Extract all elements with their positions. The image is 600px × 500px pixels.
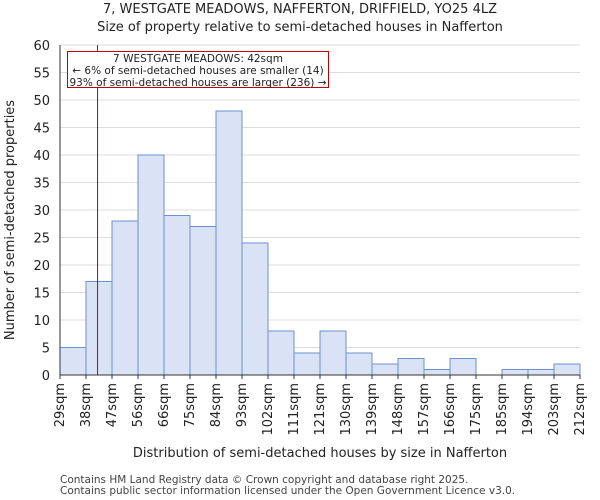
x-tick-label: 130sqm: [339, 383, 354, 436]
y-tick-label: 50: [33, 94, 50, 109]
y-tick-label: 25: [33, 232, 50, 247]
y-tick-label: 55: [33, 67, 50, 82]
x-tick-label: 148sqm: [391, 383, 406, 436]
histogram-bar: [371, 363, 399, 376]
annotation-line-2: ← 6% of semi-detached houses are smaller…: [72, 65, 324, 77]
y-tick-label: 30: [33, 204, 50, 219]
histogram-bar: [189, 226, 217, 376]
x-tick-label: 93sqm: [235, 383, 250, 427]
x-axis-label: Distribution of semi-detached houses by …: [133, 446, 507, 461]
x-tick-label: 212sqm: [573, 383, 588, 436]
x-tick-label: 29sqm: [53, 383, 68, 427]
histogram-bar: [59, 347, 87, 376]
x-tick-label: 175sqm: [469, 383, 484, 436]
x-tick-label: 84sqm: [209, 383, 224, 427]
x-tick-label: 139sqm: [365, 383, 380, 436]
y-tick-label: 40: [33, 149, 50, 164]
y-tick-label: 45: [33, 122, 50, 137]
histogram-bar: [163, 215, 191, 376]
histogram-bar: [345, 352, 373, 376]
y-tick-label: 20: [33, 259, 50, 274]
histogram-bar: [319, 330, 347, 376]
x-tick-label: 66sqm: [157, 383, 172, 427]
histogram-bar: [85, 281, 113, 376]
x-tick-label: 166sqm: [443, 383, 458, 436]
y-axis-label: Number of semi-detached properties: [3, 100, 18, 340]
chart-title: 7, WESTGATE MEADOWS, NAFFERTON, DRIFFIEL…: [103, 2, 497, 17]
chart-subtitle: Size of property relative to semi-detach…: [97, 20, 503, 35]
x-tick-label: 194sqm: [521, 383, 536, 436]
x-tick-label: 102sqm: [261, 383, 276, 436]
histogram-bar: [553, 363, 581, 376]
y-tick-label: 60: [33, 39, 50, 54]
x-tick-label: 38sqm: [79, 383, 94, 427]
y-tick-label: 5: [42, 342, 50, 357]
annotation-line-1: 7 WESTGATE MEADOWS: 42sqm: [113, 53, 283, 65]
annotation-line-3: 93% of semi-detached houses are larger (…: [69, 77, 327, 89]
y-tick-label: 15: [33, 287, 50, 302]
x-tick-label: 203sqm: [547, 383, 562, 436]
y-tick-label: 0: [42, 369, 50, 384]
histogram-bar: [397, 358, 425, 376]
histogram-bar: [215, 110, 243, 376]
x-tick-label: 47sqm: [105, 383, 120, 427]
x-tick-label: 185sqm: [495, 383, 510, 436]
footer-copyright: Contains HM Land Registry data © Crown c…: [60, 474, 469, 486]
histogram-bar: [423, 369, 451, 376]
histogram-bar: [501, 369, 529, 376]
histogram-bar: [449, 358, 477, 376]
y-tick-label: 35: [33, 177, 50, 192]
histogram-bar: [241, 242, 269, 376]
histogram-bar: [267, 330, 295, 376]
x-tick-label: 157sqm: [417, 383, 432, 436]
histogram-bar: [527, 369, 555, 376]
footer-licence: Contains public sector information licen…: [60, 485, 516, 497]
y-tick-label: 10: [33, 314, 50, 329]
histogram-bar: [137, 154, 165, 376]
histogram-bar: [111, 220, 139, 376]
property-annotation-box: 7 WESTGATE MEADOWS: 42sqm ← 6% of semi-d…: [67, 51, 329, 89]
x-tick-label: 75sqm: [183, 383, 198, 427]
x-tick-label: 56sqm: [131, 383, 146, 427]
x-tick-label: 111sqm: [287, 383, 302, 436]
histogram-bar: [293, 352, 321, 376]
x-tick-label: 121sqm: [313, 383, 328, 436]
